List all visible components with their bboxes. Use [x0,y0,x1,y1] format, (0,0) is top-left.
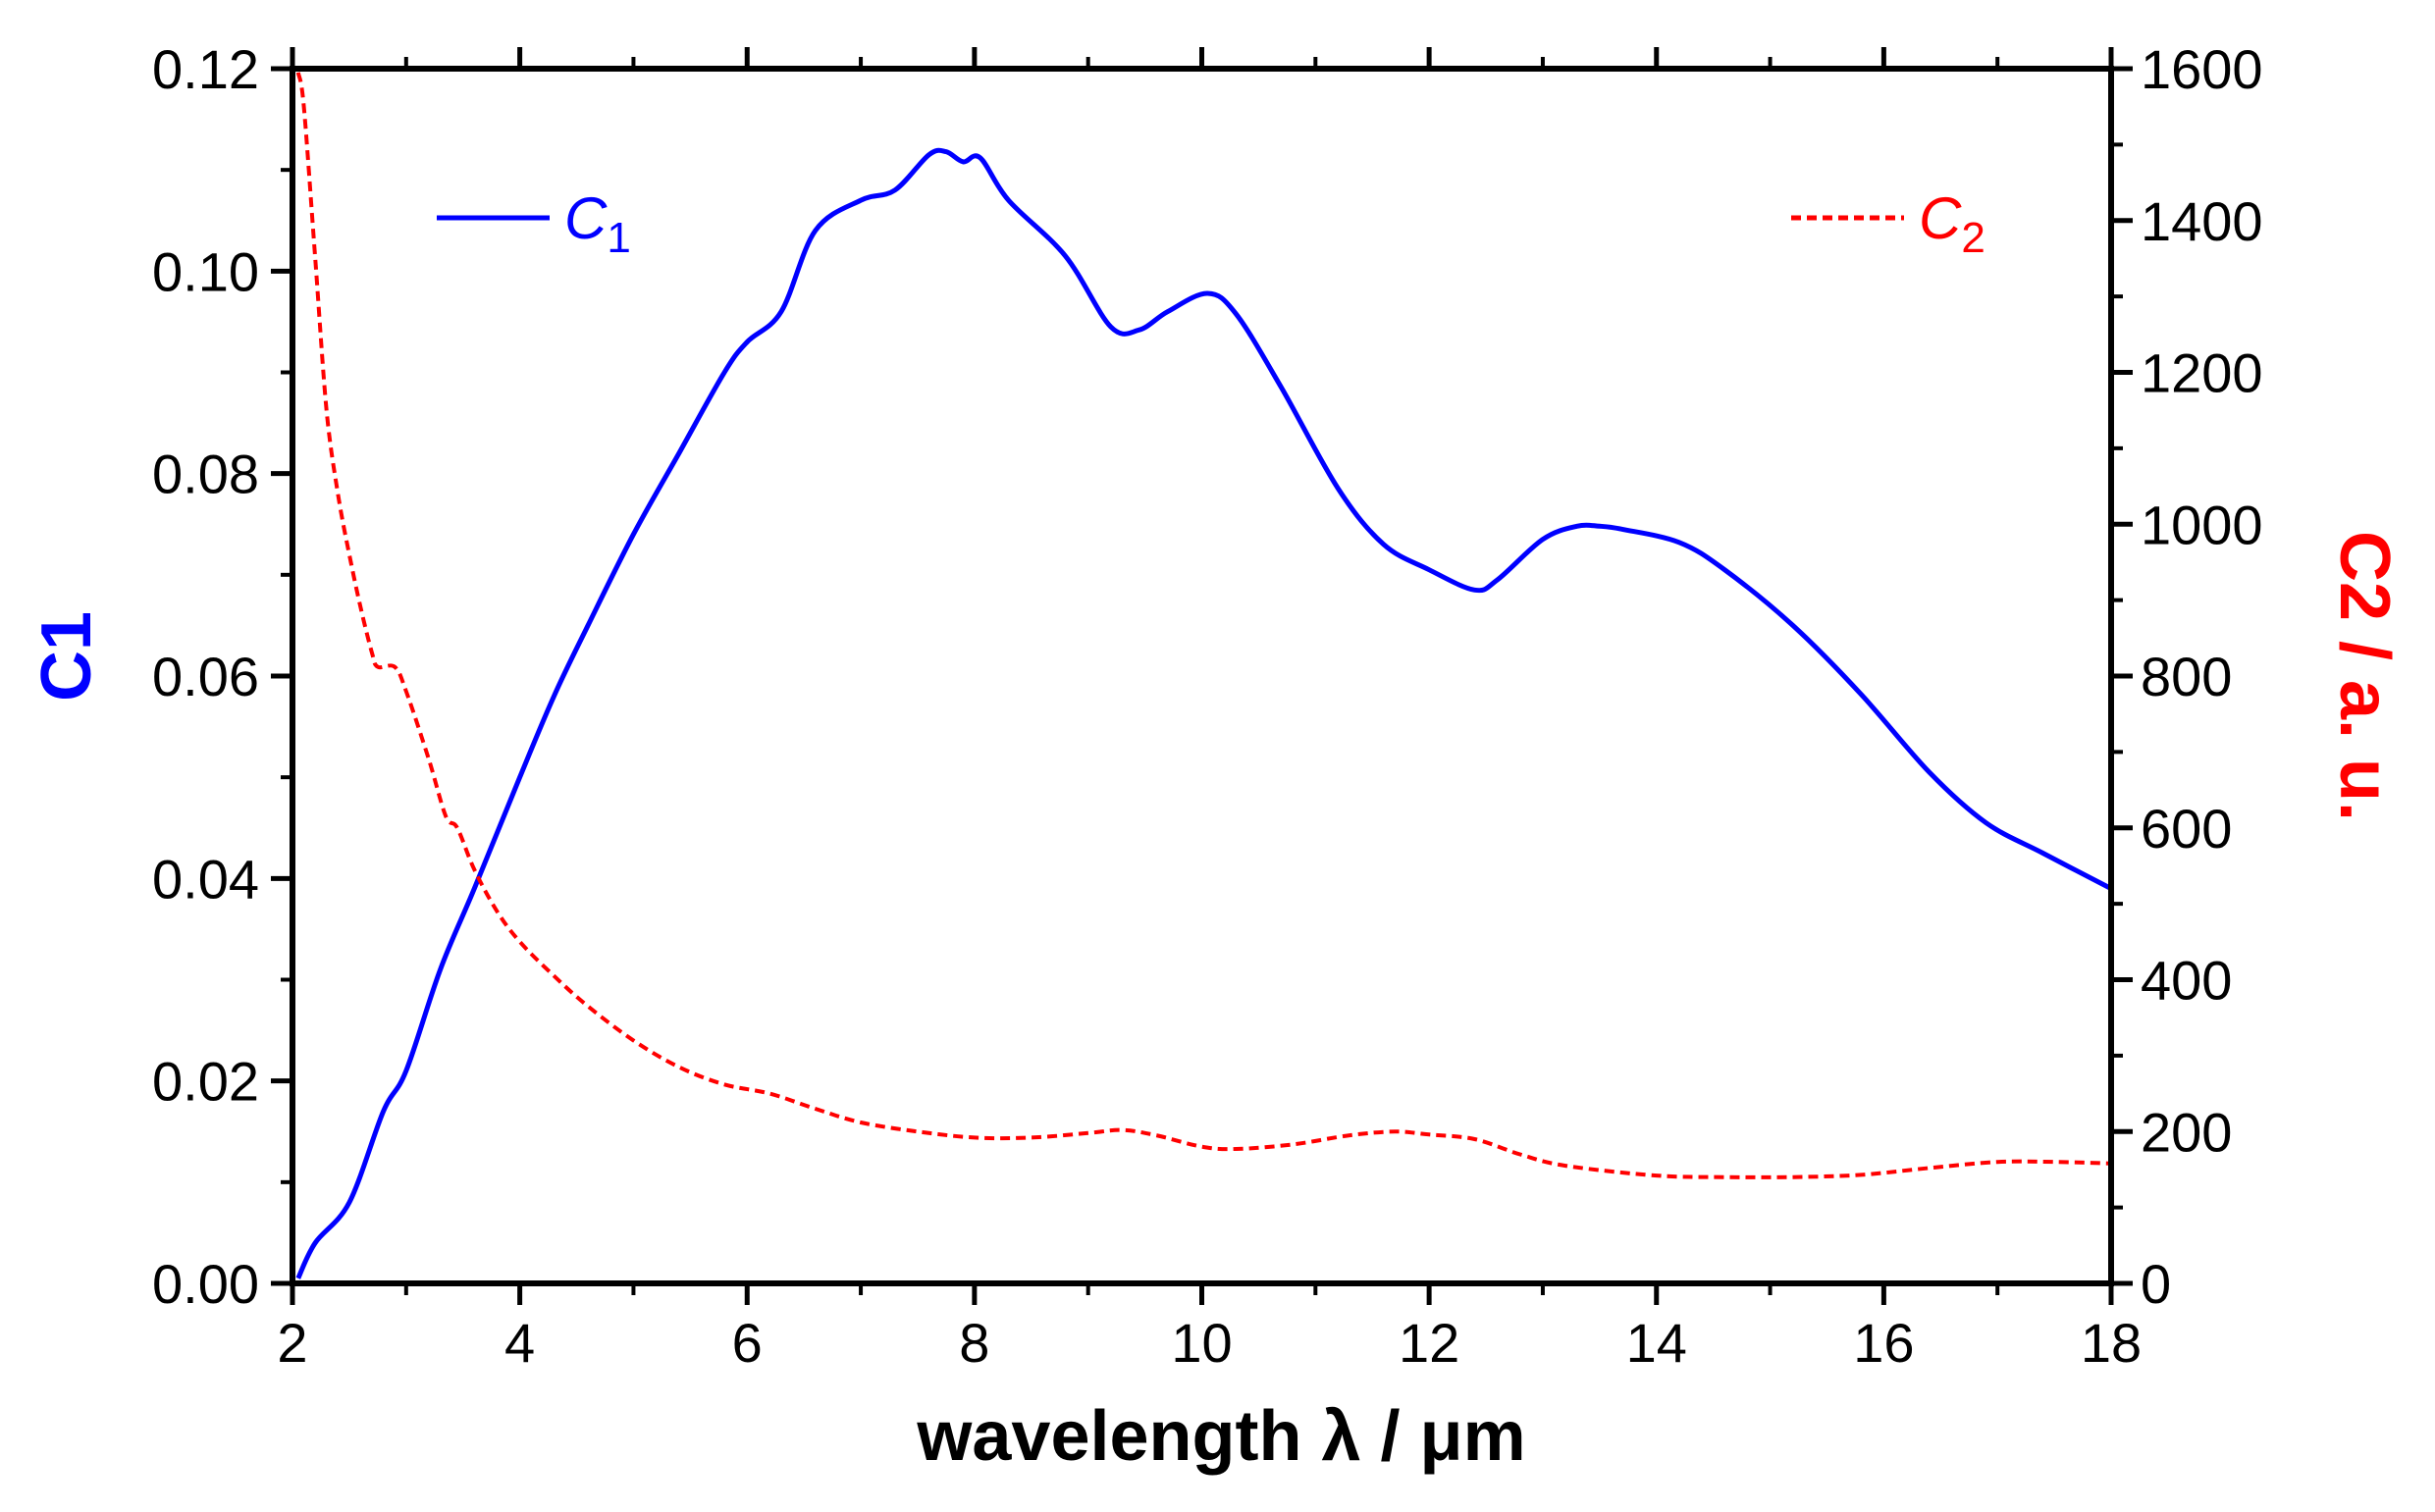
right-y-axis-title: C2 / a. u. [2325,531,2404,821]
legend-c2-main: C [1919,185,1962,251]
legend-c2-sub: 2 [1961,214,1985,262]
x-tick-label: 4 [504,1312,535,1374]
y-right-tick-label: 1000 [2141,494,2263,555]
series-line-c2 [295,72,2112,1179]
x-tick-label: 10 [1171,1312,1232,1374]
tick-label-layer: 2 4 6 8 10 12 14 16 180.000.020.040.060.080.100.… [152,38,2263,1374]
y-right-tick-label: 1600 [2141,38,2263,100]
y-right-tick-label: 200 [2141,1101,2232,1163]
y-right-tick-label: 600 [2141,798,2232,860]
y-left-tick-label: 0.12 [152,38,259,100]
x-tick-label: 18 [2081,1312,2142,1374]
x-tick-label: 12 [1399,1312,1459,1374]
y-right-tick-label: 0 [2141,1253,2171,1315]
legend-c1-sub: 1 [607,214,630,262]
y-right-tick-label: 1200 [2141,342,2263,404]
legend-c1-main: C [564,185,608,251]
x-tick-label: 2 [277,1312,307,1374]
y-left-tick-label: 0.02 [152,1051,259,1113]
left-y-axis-title: C1 [27,611,106,702]
x-tick-label: 16 [1853,1312,1914,1374]
x-axis-title: wavelength λ / μm [916,1397,1525,1476]
y-right-tick-label: 800 [2141,646,2232,707]
x-tick-label: 14 [1626,1312,1687,1374]
x-tick-label: 8 [959,1312,989,1374]
plot-area-frame [290,66,2114,1286]
y-left-tick-label: 0.10 [152,240,259,302]
series-line-c1 [295,147,2113,1279]
y-left-tick-label: 0.00 [152,1253,259,1315]
y-left-tick-label: 0.06 [152,646,259,707]
legend-c2-label: C2 [1919,185,1985,262]
y-left-tick-label: 0.08 [152,443,259,505]
series-layer [295,72,2113,1279]
y-left-tick-label: 0.04 [152,848,259,910]
x-tick-label: 6 [732,1312,763,1374]
legend-c1-label: C1 [564,185,631,262]
tick-layer [271,47,2133,1305]
y-right-tick-label: 1400 [2141,190,2263,252]
y-right-tick-label: 400 [2141,950,2232,1012]
legend: C1 C2 [437,185,1985,262]
